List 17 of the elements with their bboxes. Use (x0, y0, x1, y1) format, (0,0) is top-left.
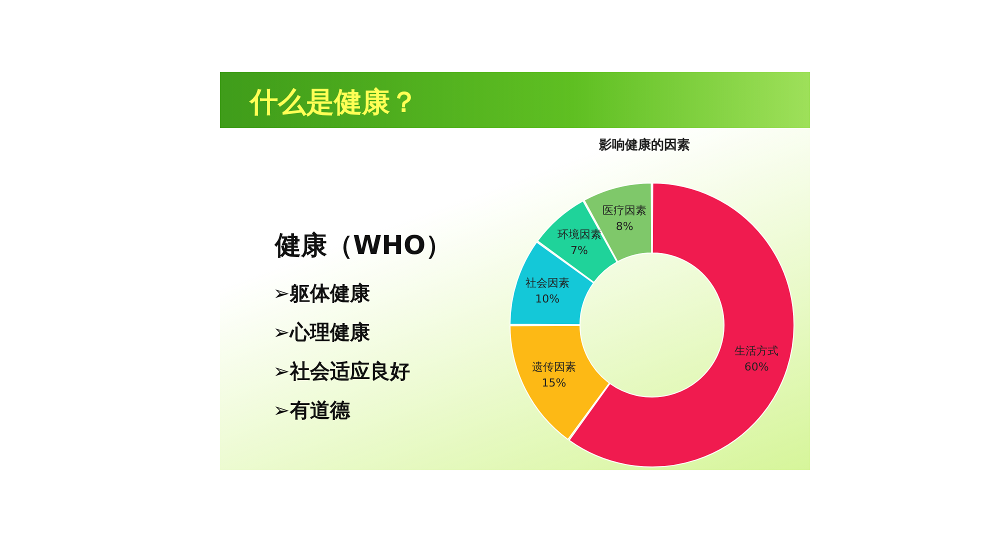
slice-label: 生活方式 (734, 344, 779, 358)
data-label: 8% (616, 220, 634, 233)
text: ➢社会适应良好 (273, 359, 410, 383)
slice-label: 医疗因素 (602, 204, 647, 217)
data-label: 15% (542, 376, 566, 390)
data-label: 10% (535, 292, 560, 306)
slice-label: 遗传因素 (532, 360, 576, 374)
data-label: 7% (570, 244, 588, 257)
slice-label: 环境因素 (557, 228, 602, 241)
text: ➢有道德 (273, 398, 351, 422)
chart-title: 什么是健康？ (248, 86, 418, 118)
text: 健康（WHO） (274, 231, 452, 261)
text: ➢心理健康 (273, 320, 371, 344)
chart-subtitle: 影响健康的因素 (598, 137, 690, 153)
data-label: 60% (744, 360, 769, 374)
slice-label: 社会因素 (525, 276, 570, 290)
text: ➢躯体健康 (273, 281, 371, 305)
